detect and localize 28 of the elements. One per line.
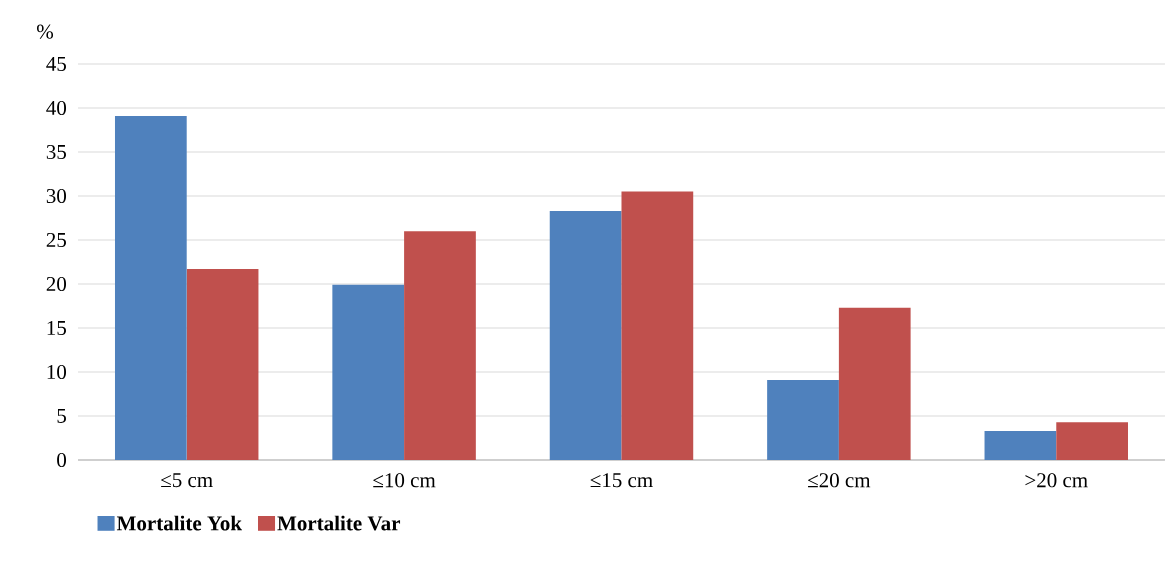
y-tick-label: 40	[46, 100, 67, 116]
bar	[114, 115, 187, 460]
bar	[1056, 422, 1129, 460]
y-tick-label: 15	[47, 320, 66, 336]
bar	[404, 231, 476, 460]
y-axis-title: %	[36, 24, 54, 39]
bar	[767, 379, 839, 460]
y-tick-label: 30	[46, 188, 67, 204]
bar	[621, 191, 694, 460]
y-tick-label: 10	[47, 364, 67, 380]
bar	[984, 430, 1057, 460]
y-tick-label: 0	[57, 452, 67, 468]
x-tick-label: ≤5 cm	[161, 473, 213, 488]
legend-label: Mortalite Var	[277, 515, 401, 531]
x-tick-label: ≤10 cm	[373, 473, 436, 488]
bar	[838, 307, 911, 460]
y-tick-label: 35	[46, 144, 66, 160]
x-tick-label: ≤20 cm	[808, 473, 871, 488]
y-tick-label: 20	[46, 276, 67, 292]
bar	[186, 269, 259, 460]
y-tick-label: 5	[57, 409, 66, 423]
x-tick-label: ≤15 cm	[590, 473, 653, 488]
y-tick-label: 45	[46, 56, 66, 72]
legend-label: Mortalite Yok	[116, 515, 242, 531]
bar	[549, 210, 622, 460]
bar	[332, 284, 405, 460]
x-tick-label: >20 cm	[1025, 473, 1088, 488]
y-tick-label: 25	[46, 232, 66, 248]
